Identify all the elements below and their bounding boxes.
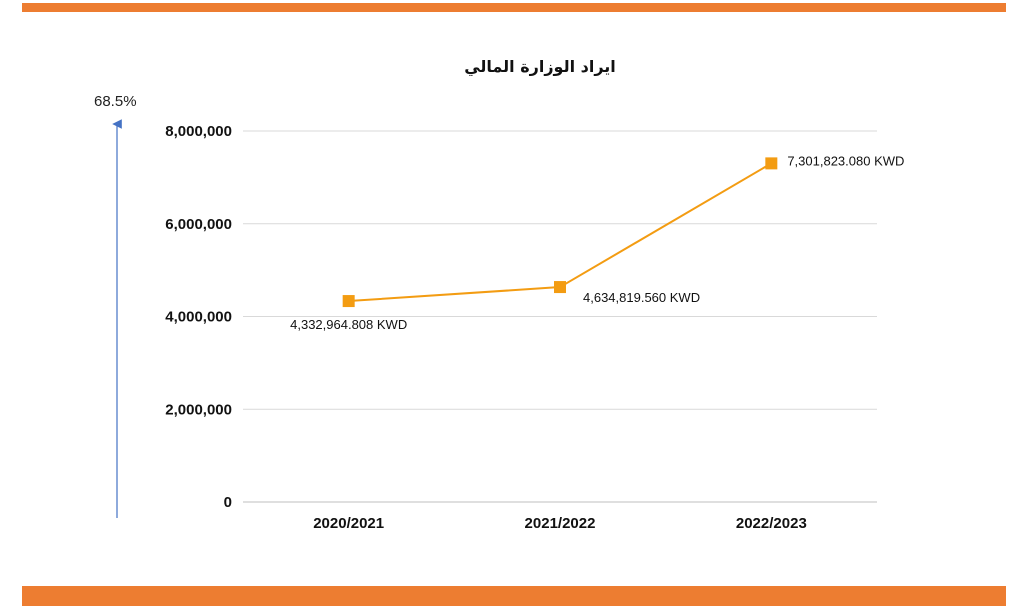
y-tick-label: 4,000,000 bbox=[165, 309, 232, 326]
data-point-marker bbox=[342, 295, 355, 308]
data-point-marker bbox=[765, 157, 778, 170]
x-tick-label: 2022/2023 bbox=[736, 515, 807, 532]
series-line bbox=[348, 162, 772, 303]
data-label: 7,301,823.080 KWD bbox=[787, 153, 904, 168]
data-label: 4,332,964.808 KWD bbox=[290, 317, 407, 332]
data-point-marker bbox=[554, 281, 566, 294]
y-tick-label: 0 bbox=[224, 494, 232, 511]
x-tick-label: 2020/2021 bbox=[313, 515, 384, 532]
y-tick-label: 2,000,000 bbox=[165, 401, 232, 418]
bottom-accent-bar bbox=[22, 586, 1006, 606]
x-tick-label: 2021/2022 bbox=[525, 515, 596, 532]
y-tick-label: 8,000,000 bbox=[165, 123, 232, 140]
data-label: 4,634,819.560 KWD bbox=[583, 290, 700, 305]
growth-percentage-label: 68.5% bbox=[94, 93, 137, 110]
chart-title: ايراد الوزارة المالي bbox=[464, 57, 616, 77]
top-accent-bar bbox=[22, 3, 1006, 12]
y-tick-label: 6,000,000 bbox=[165, 216, 232, 233]
